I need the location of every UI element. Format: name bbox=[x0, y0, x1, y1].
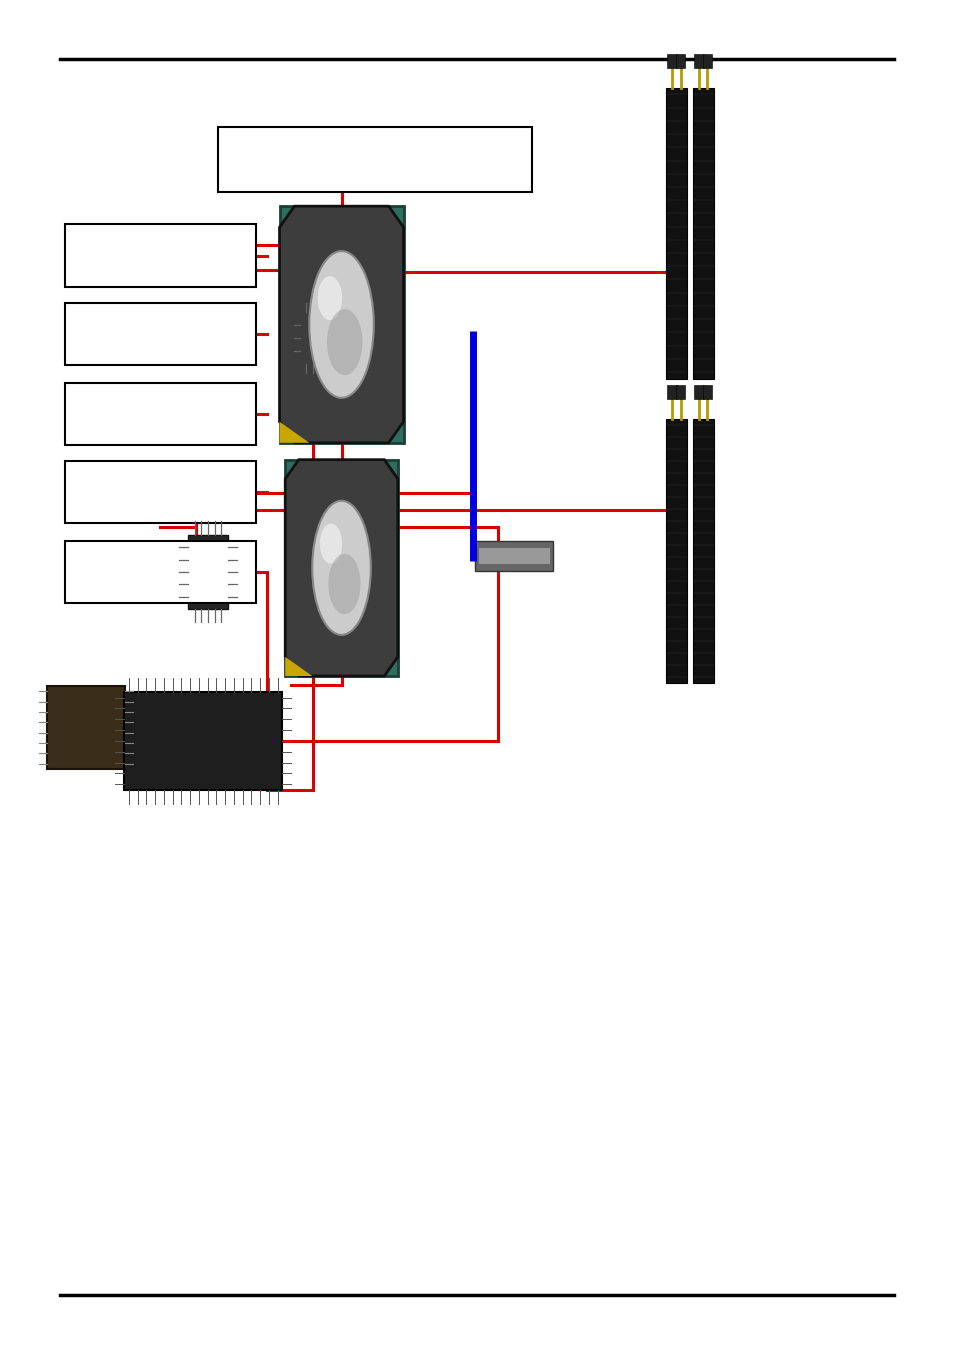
Bar bbox=[124, 692, 282, 790]
Polygon shape bbox=[279, 207, 403, 443]
Bar bbox=[65, 383, 255, 445]
Bar bbox=[475, 541, 553, 571]
Ellipse shape bbox=[312, 500, 371, 635]
Polygon shape bbox=[279, 422, 309, 443]
Bar bbox=[65, 224, 255, 287]
Bar bbox=[47, 685, 125, 769]
Bar bbox=[188, 534, 228, 608]
Bar bbox=[478, 548, 549, 564]
Bar bbox=[692, 419, 713, 683]
Ellipse shape bbox=[309, 251, 374, 397]
Bar bbox=[299, 312, 326, 364]
Bar bbox=[701, 385, 711, 399]
Bar bbox=[665, 88, 686, 379]
Ellipse shape bbox=[327, 310, 362, 375]
Ellipse shape bbox=[319, 523, 342, 564]
Bar bbox=[675, 385, 684, 399]
Bar bbox=[667, 385, 677, 399]
Bar bbox=[692, 88, 713, 379]
Polygon shape bbox=[285, 460, 397, 676]
Ellipse shape bbox=[328, 554, 360, 614]
Bar bbox=[65, 541, 255, 603]
Ellipse shape bbox=[317, 276, 342, 320]
Polygon shape bbox=[285, 657, 312, 676]
Bar bbox=[279, 207, 403, 443]
Bar bbox=[694, 385, 703, 399]
Bar bbox=[675, 54, 684, 68]
Bar bbox=[65, 461, 255, 523]
Bar bbox=[667, 54, 677, 68]
Bar bbox=[65, 303, 255, 365]
Bar bbox=[665, 419, 686, 683]
Bar bbox=[701, 54, 711, 68]
Bar bbox=[217, 127, 532, 192]
Bar bbox=[694, 54, 703, 68]
Bar bbox=[285, 460, 397, 676]
